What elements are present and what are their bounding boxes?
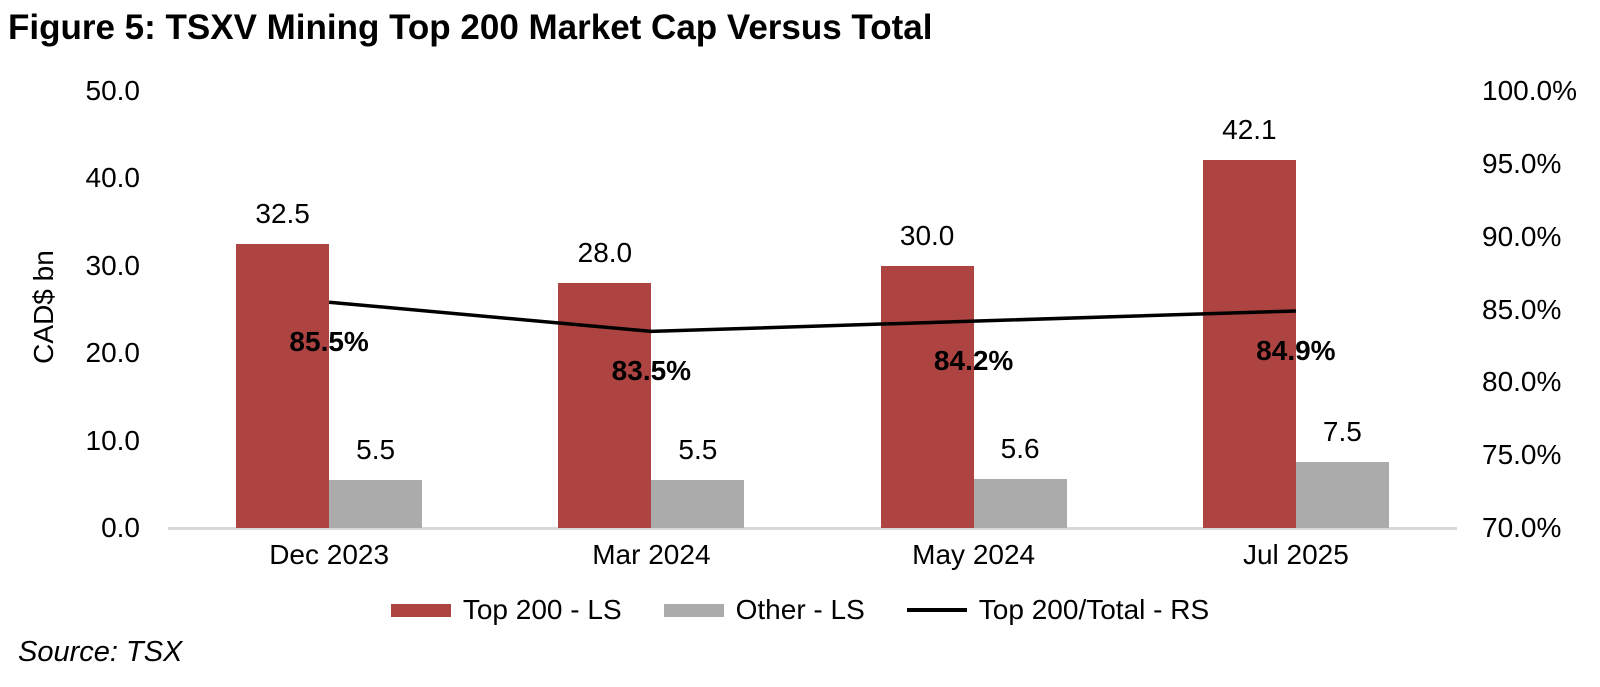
x-axis-category-label: Jul 2025 (1242, 539, 1349, 570)
left-axis-tick: 0.0 (101, 512, 140, 543)
legend-item-other: Other - LS (663, 594, 865, 625)
right-axis-tick: 95.0% (1482, 147, 1562, 179)
legend-item-top200: Top 200 - LS (390, 594, 622, 625)
x-axis-category-label: Mar 2024 (592, 539, 711, 570)
ratio-point-value: 85.5% (289, 326, 369, 358)
top200-bar-value: 28.0 (577, 237, 633, 269)
other-bar (1295, 462, 1389, 528)
top200-swatch-icon (390, 603, 451, 617)
right-axis-tick: 85.0% (1482, 293, 1562, 325)
source-note: Source: TSX (18, 636, 183, 668)
right-axis-tick: 90.0% (1482, 220, 1562, 252)
top200-bar-value: 42.1 (1222, 114, 1277, 146)
legend-label-ratio: Top 200/Total - RS (978, 594, 1210, 625)
legend-item-ratio: Top 200/Total - RS (906, 594, 1210, 625)
legend: Top 200 - LS Other - LS Top 200/Total - … (0, 594, 1600, 626)
ratio-point-value: 84.2% (933, 345, 1014, 377)
legend-label-top200: Top 200 - LS (462, 594, 622, 625)
left-axis-title: CAD$ bn (28, 250, 59, 364)
top200-bar (880, 265, 974, 528)
top200-bar (558, 283, 652, 528)
other-bar (329, 479, 423, 528)
x-axis-line (168, 527, 1457, 530)
other-bar-value: 5.5 (356, 433, 396, 465)
other-bar (651, 479, 745, 528)
top200-bar (1202, 160, 1296, 528)
legend-label-other: Other - LS (735, 594, 865, 625)
x-axis-category-label: May 2024 (912, 539, 1036, 570)
ratio-point-value: 83.5% (611, 355, 692, 387)
other-bar (973, 479, 1067, 528)
right-axis-tick: 75.0% (1482, 439, 1562, 471)
right-axis-tick: 100.0% (1482, 75, 1577, 106)
ratio-line-swatch-icon (906, 608, 967, 612)
chart-title: Figure 5: TSXV Mining Top 200 Market Cap… (8, 8, 933, 47)
left-axis-tick: 30.0 (85, 249, 141, 281)
top200-bar-value: 30.0 (899, 219, 955, 251)
other-bar-value: 5.6 (1000, 433, 1040, 465)
top200-bar (236, 243, 330, 528)
right-axis-tick: 80.0% (1482, 366, 1562, 398)
ratio-point-value: 84.9% (1256, 334, 1336, 366)
right-axis-tick: 70.0% (1482, 512, 1562, 543)
other-swatch-icon (663, 603, 724, 617)
left-axis-tick: 50.0 (85, 75, 141, 106)
top200-bar-value: 32.5 (255, 197, 310, 229)
x-axis-category-label: Dec 2023 (269, 539, 390, 570)
left-axis-tick: 10.0 (85, 424, 141, 456)
left-axis-tick: 40.0 (85, 162, 141, 194)
other-bar-value: 5.5 (678, 433, 718, 465)
left-axis-tick: 20.0 (85, 337, 141, 369)
other-bar-value: 7.5 (1322, 416, 1362, 448)
